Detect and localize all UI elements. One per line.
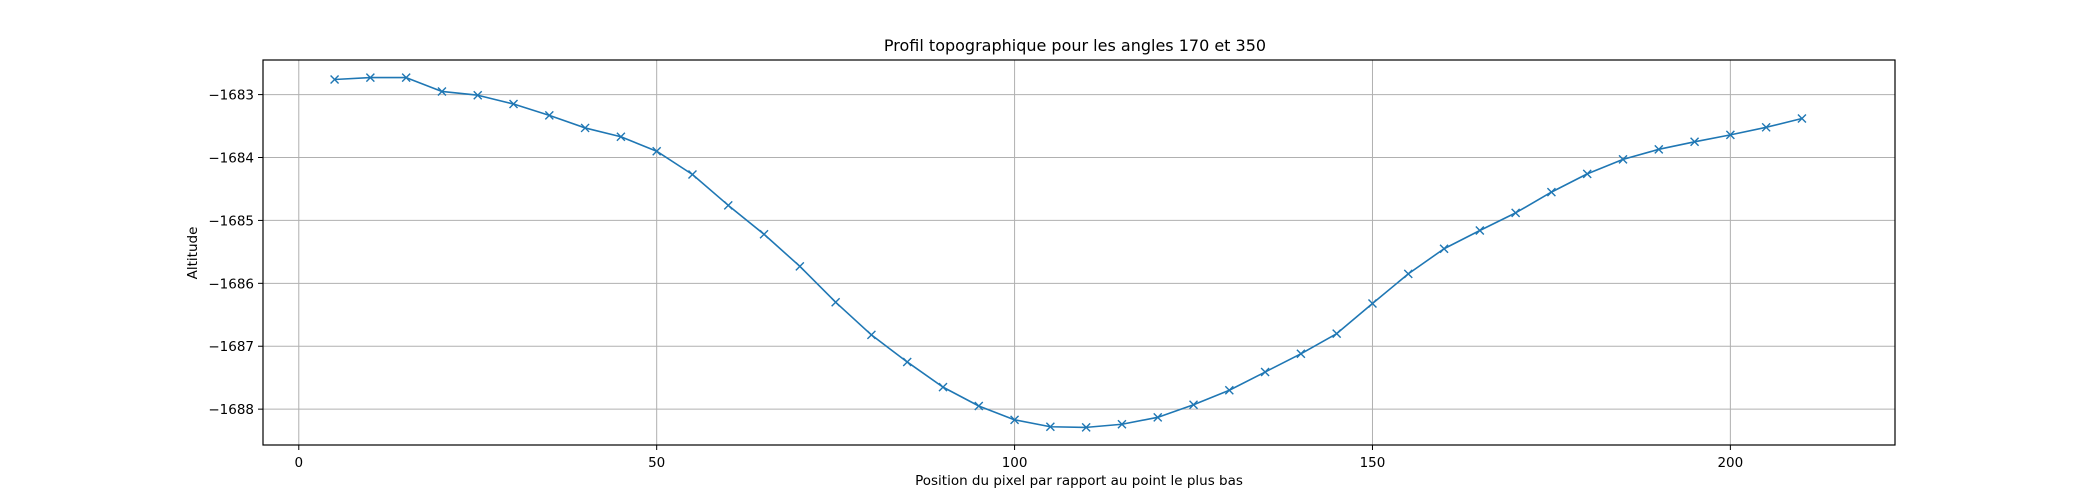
x-axis-label: Position du pixel par rapport au point l… [915, 473, 1243, 489]
data-point-marker [473, 90, 483, 100]
data-points [330, 73, 1807, 432]
data-point-marker [1654, 144, 1664, 154]
data-point-marker [1010, 415, 1020, 425]
y-tick-label: −1688 [208, 402, 254, 418]
data-point-marker [723, 200, 733, 210]
data-point-marker [687, 169, 697, 179]
data-point-marker [1618, 154, 1628, 164]
chart-title: Profil topographique pour les angles 170… [884, 36, 1266, 55]
data-point-marker [866, 330, 876, 340]
data-point-marker [759, 229, 769, 239]
data-point-marker [544, 110, 554, 120]
data-point-marker [1475, 225, 1485, 235]
data-point-marker [509, 99, 519, 109]
x-tick-label: 150 [1360, 455, 1386, 471]
data-point-marker [330, 75, 340, 84]
data-point-marker [938, 382, 948, 392]
data-point-marker [1582, 169, 1592, 179]
x-tick-label: 0 [294, 455, 303, 471]
data-point-marker [437, 86, 447, 96]
data-point-marker [902, 357, 912, 367]
data-point-marker [1189, 400, 1199, 410]
data-point-marker [974, 401, 984, 411]
data-point-marker [1690, 137, 1700, 147]
data-point-marker [652, 146, 662, 156]
series-line-group [334, 76, 1803, 429]
data-point-marker [1224, 385, 1234, 395]
data-point-marker [1332, 329, 1342, 339]
y-tick-label: −1684 [208, 151, 254, 167]
data-point-marker [1797, 114, 1807, 123]
data-point-marker [1296, 349, 1306, 359]
data-point-marker [1153, 412, 1163, 422]
x-tick-label: 100 [1002, 455, 1028, 471]
x-tick-label: 50 [648, 455, 665, 471]
data-point-marker [1367, 298, 1377, 308]
y-tick-label: −1685 [208, 213, 254, 229]
y-axis-label: Altitude [185, 227, 201, 280]
data-point-marker [1439, 244, 1449, 254]
data-point-marker [831, 297, 841, 307]
data-point-marker [1725, 130, 1735, 140]
data-point-marker [1260, 367, 1270, 377]
data-point-marker [1117, 419, 1127, 429]
data-point-marker [1511, 208, 1521, 218]
series-line [334, 76, 1803, 429]
data-point-marker [1081, 422, 1091, 432]
data-point-marker [1761, 122, 1771, 132]
data-point-marker [1546, 187, 1556, 197]
data-point-marker [1403, 269, 1413, 279]
grid [263, 60, 1895, 445]
y-tick-label: −1686 [208, 276, 254, 292]
x-tick-label: 200 [1717, 455, 1743, 471]
data-point-marker [616, 132, 626, 142]
y-tick-label: −1683 [208, 88, 254, 104]
data-point-marker [365, 73, 375, 83]
data-point-marker [795, 261, 805, 271]
data-point-marker [1045, 422, 1055, 432]
x-axis: 0 50 100 150 200 [294, 445, 1743, 471]
plot-frame [262, 59, 1896, 446]
data-point-marker [401, 73, 411, 83]
y-axis: −1688 −1687 −1686 −1685 −1684 −1683 [208, 88, 263, 418]
data-point-marker [580, 123, 590, 133]
y-tick-label: −1687 [208, 339, 254, 355]
